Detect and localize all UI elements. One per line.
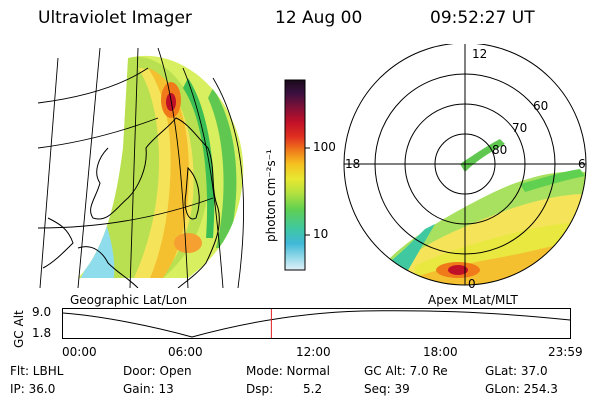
mlt-label-6: 6: [578, 157, 586, 171]
polar-grid: [343, 44, 587, 286]
colorbar-tick-10: 10: [313, 227, 329, 241]
polar-panel-label: Apex MLat/MLT: [428, 293, 518, 307]
info-dsp-label: Dsp:: [246, 382, 274, 396]
colorbar-unit-label: photon cm⁻²s⁻¹: [264, 149, 278, 242]
info-glon: GLon: 254.3: [485, 382, 558, 396]
geo-panel-label: Geographic Lat/Lon: [70, 293, 188, 307]
info-door: Door: Open: [123, 364, 192, 378]
color-scale-bar: [284, 79, 310, 271]
polar-auroral-emission: [380, 139, 585, 285]
geographic-image-panel: [38, 48, 244, 288]
info-dsp-value: 5.2: [303, 382, 323, 396]
info-mode: Mode: Normal: [246, 364, 330, 378]
date-label: 12 Aug 00: [275, 8, 363, 28]
mlt-label-18: 18: [345, 157, 360, 171]
info-seq: Seq: 39: [364, 382, 410, 396]
lat-lon-grid: [38, 48, 244, 288]
coastline: [42, 117, 220, 288]
instrument-title: Ultraviolet Imager: [38, 8, 192, 28]
info-ip: IP: 36.0: [10, 382, 56, 396]
timeline-xtick-2359: 23:59: [548, 345, 583, 359]
timeline-ytick-high: 9.0: [32, 305, 52, 319]
mlat-label-80: 80: [492, 143, 507, 157]
timeline-xtick-1800: 18:00: [423, 345, 458, 359]
mlt-label-12: 12: [472, 47, 487, 61]
info-gain: Gain: 13: [123, 382, 174, 396]
mlat-label-60: 60: [533, 99, 548, 113]
auroral-emission: [78, 55, 244, 278]
timeline-ytick-low: 1.8: [32, 326, 52, 340]
altitude-timeline: [62, 308, 571, 339]
info-gc-alt: GC Alt: 7.0 Re: [364, 364, 448, 378]
mlat-label-70: 70: [512, 121, 527, 135]
altitude-curve: [62, 310, 571, 338]
info-glat: GLat: 37.0: [485, 364, 548, 378]
colorbar-tick-100: 100: [313, 140, 336, 154]
timeline-xtick-1200: 12:00: [296, 345, 331, 359]
time-label: 09:52:27 UT: [430, 8, 535, 28]
mlt-label-0: 0: [468, 277, 476, 291]
info-filter: Flt: LBHL: [10, 364, 64, 378]
timeline-axis-label: GC Alt: [12, 310, 26, 348]
timeline-xtick-0600: 06:00: [168, 345, 203, 359]
timeline-xtick-0000: 00:00: [62, 345, 97, 359]
polar-plot-panel: 12 18 6 0 60 70 80: [343, 44, 587, 291]
